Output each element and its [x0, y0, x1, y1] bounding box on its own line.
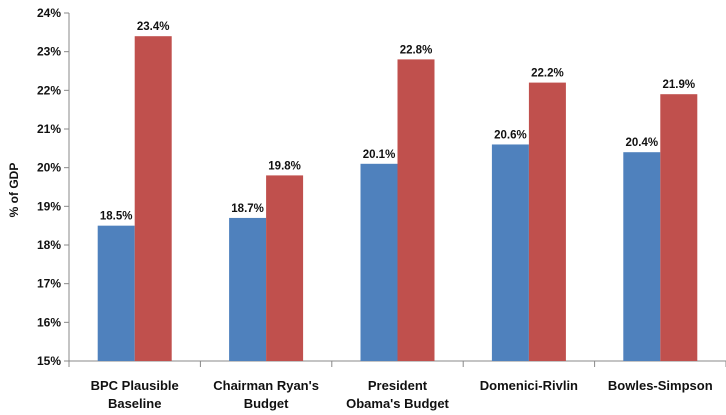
- y-tick-label: 20%: [37, 161, 61, 175]
- y-tick-label: 17%: [37, 277, 61, 291]
- y-tick-label: 18%: [37, 238, 61, 252]
- bar: [491, 144, 529, 361]
- category-labels: BPC Plausible Baseline Chairman Ryan's Budg…: [91, 378, 713, 411]
- data-label: 22.2%: [531, 68, 564, 80]
- y-tick-label: 15%: [37, 354, 61, 368]
- y-tick-label: 21%: [37, 122, 61, 136]
- y-tick-label: 23%: [37, 45, 61, 59]
- y-tick-label: 22%: [37, 83, 61, 97]
- bar: [660, 94, 698, 361]
- category-label: Domenici-Rivlin: [480, 378, 578, 393]
- data-label: 23.4%: [137, 21, 170, 33]
- data-label: 19.8%: [268, 160, 301, 172]
- category-label: BPC Plausible: [91, 378, 179, 393]
- bar: [360, 163, 398, 361]
- data-label: 21.9%: [662, 79, 695, 91]
- bar: [134, 36, 172, 361]
- bar: [266, 175, 304, 361]
- bars: [97, 36, 698, 362]
- category-label: Bowles-Simpson: [608, 378, 713, 393]
- data-label: 22.8%: [400, 44, 433, 56]
- category-label: Chairman Ryan's: [213, 378, 319, 393]
- category-label: President: [368, 378, 428, 393]
- data-labels: 18.5% 23.4% 18.7% 19.8% 20.1% 22.8% 20.6% 22.2%…: [100, 21, 695, 222]
- y-axis-label: % of GDP: [7, 163, 21, 218]
- bar: [397, 59, 435, 362]
- data-label: 20.6%: [494, 129, 527, 141]
- y-tick-label: 16%: [37, 315, 61, 329]
- y-tick-label: 24%: [37, 6, 61, 20]
- x-axis: [68, 360, 726, 367]
- data-label: 20.1%: [363, 149, 396, 161]
- data-label: 20.4%: [625, 137, 658, 149]
- y-tick-label: 19%: [37, 199, 61, 213]
- bar: [528, 82, 566, 361]
- bar: [623, 152, 661, 361]
- y-axis: 15% 16% 17% 18% 19% 20% 21% 22% 23% 24%: [37, 6, 70, 368]
- bar: [229, 217, 267, 361]
- category-label: Obama's Budget: [346, 396, 449, 411]
- category-label: Baseline: [108, 396, 161, 411]
- data-label: 18.7%: [231, 203, 264, 215]
- bar: [97, 225, 135, 361]
- data-label: 18.5%: [100, 211, 133, 223]
- category-label: Budget: [244, 396, 289, 411]
